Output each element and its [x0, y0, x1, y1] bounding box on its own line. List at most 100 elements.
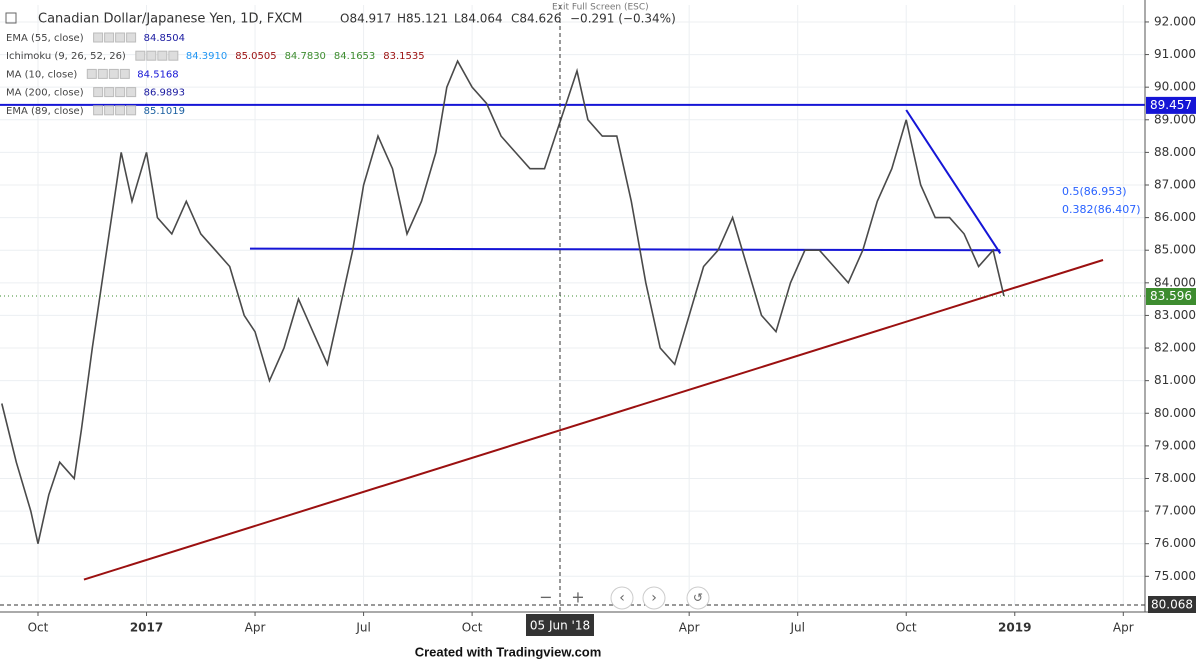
indicator-name: Ichimoku (9, 26, 52, 26) — [6, 51, 126, 62]
y-tick-label: 90.000 — [1154, 80, 1196, 94]
y-tick-label: 76.000 — [1154, 536, 1196, 550]
plot: 0.5(86.953) 0.382(86.407) — [0, 59, 1145, 581]
zoom-in[interactable]: + — [571, 588, 584, 607]
close: C84.626 — [511, 12, 561, 26]
x-tick-label: Apr — [1113, 621, 1134, 635]
indicator-button[interactable] — [108, 68, 119, 79]
x-tick-label: Oct — [896, 621, 917, 635]
crosshair-price-box — [1148, 596, 1196, 613]
indicator-button[interactable] — [93, 32, 104, 43]
reset[interactable] — [686, 586, 710, 610]
indicator-name: EMA (89, close) — [6, 106, 84, 117]
zoom-out[interactable]: − — [539, 588, 552, 607]
scroll-right-icon: › — [651, 590, 657, 606]
indicator-button[interactable] — [104, 32, 115, 43]
open: O84.917 — [340, 12, 391, 26]
indicator-value: 84.7830 — [285, 51, 326, 62]
indicator-button[interactable] — [126, 32, 137, 43]
x-tick-label: Oct — [28, 621, 49, 635]
indicator-name: MA (200, close) — [6, 88, 84, 99]
low: L84.064 — [454, 12, 503, 26]
scroll-right[interactable] — [642, 586, 666, 610]
indicator-value: 84.3910 — [186, 51, 227, 62]
indicator-value: 86.9893 — [144, 88, 185, 99]
y-tick-label: 85.000 — [1154, 243, 1196, 257]
exit-hint[interactable]: Exit Full Screen (ESC) — [552, 3, 649, 13]
high: H85.121 — [397, 12, 448, 26]
x-tick-label: Apr — [245, 621, 266, 635]
level-label: 89.457 — [1150, 98, 1192, 112]
y-tick-label: 87.000 — [1154, 178, 1196, 192]
y-tick-label: 78.000 — [1154, 471, 1196, 485]
y-tick-label: 83.000 — [1154, 308, 1196, 322]
fib-label: 0.382(86.407) — [1062, 203, 1141, 216]
collapse-icon[interactable] — [5, 12, 17, 24]
y-tick-label: 80.000 — [1154, 406, 1196, 420]
y-tick-label: 84.000 — [1154, 275, 1196, 289]
trendline — [83, 259, 1104, 581]
footer: Created with Tradingview.com — [415, 644, 602, 659]
fib-label: 0.5(86.953) — [1062, 185, 1127, 198]
last-price-box — [1146, 288, 1196, 305]
last-price-label: 83.596 — [1150, 289, 1192, 303]
indicator-button[interactable] — [157, 50, 168, 61]
indicator-button[interactable] — [104, 87, 115, 98]
indicator-button[interactable] — [115, 105, 126, 116]
trendline — [249, 247, 1001, 252]
indicator-value: 84.8504 — [144, 33, 185, 44]
x-tick-label: Oct — [462, 621, 483, 635]
y-tick-label: 75.000 — [1154, 569, 1196, 583]
indicator-legend: EMA (55, close) 84.8504 Ichimoku (9, 26, 5… — [6, 32, 425, 117]
y-tick-label: 88.000 — [1154, 145, 1196, 159]
indicator-button[interactable] — [126, 105, 137, 116]
level-label-box — [1146, 96, 1196, 114]
indicator-button[interactable] — [97, 68, 108, 79]
x-tick-label: Apr — [679, 621, 700, 635]
indicator-value: 85.0505 — [235, 51, 276, 62]
indicator-button[interactable] — [146, 50, 157, 61]
crosshair-price: 80.068 — [1151, 598, 1193, 612]
indicator-button[interactable] — [86, 68, 97, 79]
trendline — [905, 109, 1002, 255]
scroll-left[interactable] — [610, 586, 634, 610]
crosshair-date: 05 Jun '18 — [530, 619, 590, 633]
symbol: Canadian Dollar/Japanese Yen, 1D, FXCM — [38, 12, 302, 27]
change: −0.291 (−0.34%) — [570, 12, 676, 26]
indicator-name: EMA (55, close) — [6, 33, 84, 44]
y-tick-label: 82.000 — [1154, 341, 1196, 355]
indicator-name: MA (10, close) — [6, 69, 77, 80]
indicator-button[interactable] — [104, 105, 115, 116]
indicator-value: 85.1019 — [144, 106, 185, 117]
y-tick-label: 77.000 — [1154, 504, 1196, 518]
header: Canadian Dollar/Japanese Yen, 1D, FXCM O… — [5, 3, 676, 27]
indicator-button[interactable] — [168, 50, 179, 61]
indicator-button[interactable] — [115, 32, 126, 43]
indicator-value: 84.5168 — [137, 69, 178, 80]
indicator-value: 84.1653 — [334, 51, 375, 62]
indicator-button[interactable] — [119, 68, 130, 79]
indicator-button[interactable] — [126, 87, 137, 98]
indicator-button[interactable] — [135, 50, 146, 61]
indicator-value: 83.1535 — [383, 51, 424, 62]
x-tick-label: Jul — [355, 621, 370, 635]
y-tick-label: 92.000 — [1154, 14, 1196, 28]
scroll-left-icon: ‹ — [619, 590, 625, 606]
reset-icon: ↺ — [693, 591, 703, 605]
toolbar: − + ‹ › ↺ — [539, 586, 710, 610]
price-line — [1, 59, 1005, 544]
y-tick-label: 86.000 — [1154, 210, 1196, 224]
y-tick-label: 91.000 — [1154, 47, 1196, 61]
indicator-button[interactable] — [115, 87, 126, 98]
x-tick-label: 2019 — [998, 621, 1031, 635]
y-tick-label: 79.000 — [1154, 438, 1196, 452]
y-tick-label: 89.000 — [1154, 112, 1196, 126]
indicator-button[interactable] — [93, 87, 104, 98]
x-tick-label: 2017 — [130, 621, 163, 635]
indicator-button[interactable] — [93, 105, 104, 116]
crosshair-date-box — [526, 614, 594, 636]
axes: 75.000 76.000 77.000 78.000 79.000 80.000 81.0… — [28, 14, 1196, 635]
x-tick-label: Jul — [789, 621, 804, 635]
grid — [0, 5, 1145, 605]
